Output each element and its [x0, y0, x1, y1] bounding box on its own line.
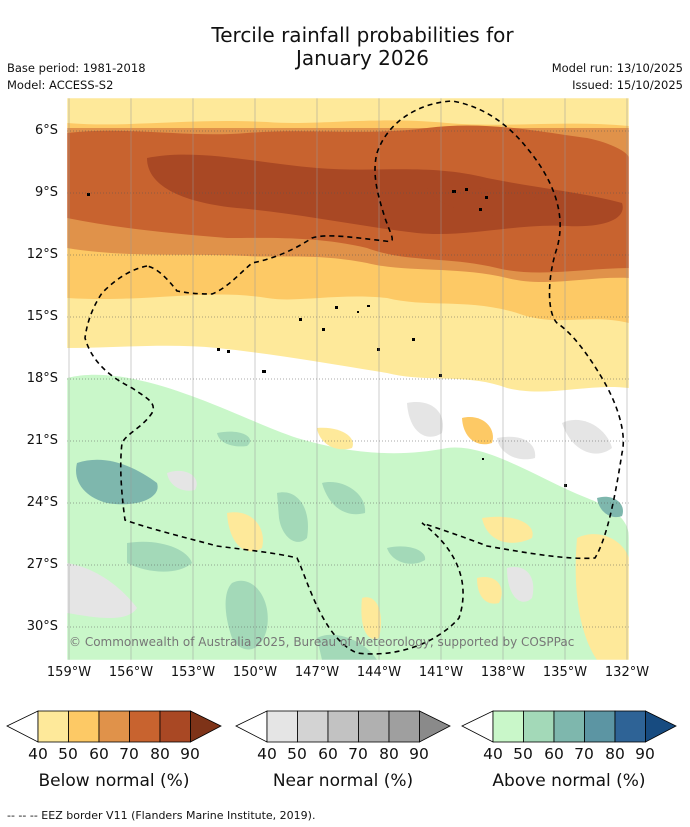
- below-tick-60: 60: [89, 745, 109, 763]
- near-normal-label: Near normal (%): [272, 771, 414, 791]
- lat-label-6s: 6°S: [34, 123, 58, 138]
- lon-label-141w: 141°W: [418, 665, 464, 680]
- meta-left: Base period: 1981-2018 Model: ACCESS-S2: [7, 60, 146, 94]
- colorbar-strip: [6, 710, 677, 743]
- near-normal-swatch-white: [235, 710, 268, 743]
- model-name-text: Model: ACCESS-S2: [7, 78, 114, 92]
- above-tick-90: 90: [635, 745, 655, 763]
- above-tick-70: 70: [574, 745, 594, 763]
- above-normal-swatch-50: [523, 710, 555, 743]
- near-normal-swatch-90: [419, 710, 451, 743]
- below-tick-70: 70: [119, 745, 139, 763]
- near-tick-90: 90: [409, 745, 429, 763]
- above-normal-swatch-70: [584, 710, 616, 743]
- near-tick-50: 50: [287, 745, 307, 763]
- lon-label-132w: 132°W: [604, 665, 650, 680]
- island-markers: [87, 188, 567, 487]
- below-normal-swatch-90: [190, 710, 222, 743]
- below-tick-80: 80: [150, 745, 170, 763]
- issued-date-text: Issued: 15/10/2025: [572, 78, 683, 92]
- lat-label-15s: 15°S: [26, 309, 58, 324]
- eez-borders: [84, 100, 625, 655]
- above-normal-swatch-60: [553, 710, 585, 743]
- lon-label-156w: 156°W: [108, 665, 154, 680]
- below-normal-swatch-60: [98, 710, 130, 743]
- near-tick-70: 70: [348, 745, 368, 763]
- below-normal-swatch-70: [129, 710, 161, 743]
- graticule-meridians: [68, 98, 628, 660]
- below-normal-swatch-50: [68, 710, 100, 743]
- below-normal-swatch-white: [6, 710, 39, 743]
- below-tick-50: 50: [58, 745, 78, 763]
- above-normal-colorbar: [461, 710, 677, 743]
- below-normal-regions: [67, 98, 629, 660]
- lon-label-159w: 159°W: [46, 665, 92, 680]
- lon-label-153w: 153°W: [170, 665, 216, 680]
- near-normal-swatch-50: [297, 710, 329, 743]
- near-normal-regions: [67, 328, 629, 618]
- above-normal-swatch-white: [461, 710, 494, 743]
- above-tick-80: 80: [605, 745, 625, 763]
- near-normal-colorbar: [235, 710, 451, 743]
- above-tick-40: 40: [483, 745, 503, 763]
- above-tick-50: 50: [513, 745, 533, 763]
- near-normal-swatch-80: [388, 710, 420, 743]
- lat-label-12s: 12°S: [26, 247, 58, 262]
- below-normal-swatch-80: [159, 710, 191, 743]
- lon-label-150w: 150°W: [232, 665, 278, 680]
- lon-label-144w: 144°W: [356, 665, 402, 680]
- lat-label-9s: 9°S: [34, 185, 58, 200]
- below-normal-swatch-40: [37, 710, 69, 743]
- below-normal-label: Below normal (%): [38, 771, 190, 791]
- lat-label-27s: 27°S: [26, 557, 58, 572]
- lat-label-18s: 18°S: [26, 371, 58, 386]
- below-normal-colorbar: [6, 710, 222, 743]
- lon-label-138w: 138°W: [480, 665, 526, 680]
- above-tick-60: 60: [544, 745, 564, 763]
- title-line-2: January 2026: [295, 46, 430, 70]
- above-normal-swatch-40: [492, 710, 524, 743]
- above-normal-swatch-80: [614, 710, 646, 743]
- near-normal-swatch-40: [266, 710, 298, 743]
- eez-border-legend: -- -- -- EEZ border V11 (Flanders Marine…: [7, 809, 316, 822]
- rainfall-probability-map: © Commonwealth of Australia 2025, Bureau…: [67, 98, 629, 660]
- lon-label-135w: 135°W: [542, 665, 588, 680]
- near-tick-40: 40: [257, 745, 277, 763]
- lat-label-30s: 30°S: [26, 619, 58, 634]
- near-normal-swatch-60: [327, 710, 359, 743]
- base-period-text: Base period: 1981-2018: [7, 61, 146, 75]
- meta-right: Model run: 13/10/2025 Issued: 15/10/2025: [552, 60, 683, 94]
- model-run-text: Model run: 13/10/2025: [551, 61, 683, 75]
- below-tick-90: 90: [180, 745, 200, 763]
- lat-label-24s: 24°S: [26, 495, 58, 510]
- lon-label-147w: 147°W: [294, 665, 340, 680]
- above-normal-label: Above normal (%): [492, 771, 646, 791]
- lat-label-21s: 21°S: [26, 433, 58, 448]
- above-normal-swatch-90: [645, 710, 677, 743]
- copyright-credit: © Commonwealth of Australia 2025, Bureau…: [69, 635, 574, 649]
- near-normal-swatch-70: [358, 710, 390, 743]
- graticule: [67, 130, 629, 628]
- below-tick-40: 40: [28, 745, 48, 763]
- near-tick-60: 60: [318, 745, 338, 763]
- title-line-1: Tercile rainfall probabilities for: [211, 23, 514, 47]
- near-tick-80: 80: [379, 745, 399, 763]
- map-title: Tercile rainfall probabilities for Janua…: [0, 24, 690, 70]
